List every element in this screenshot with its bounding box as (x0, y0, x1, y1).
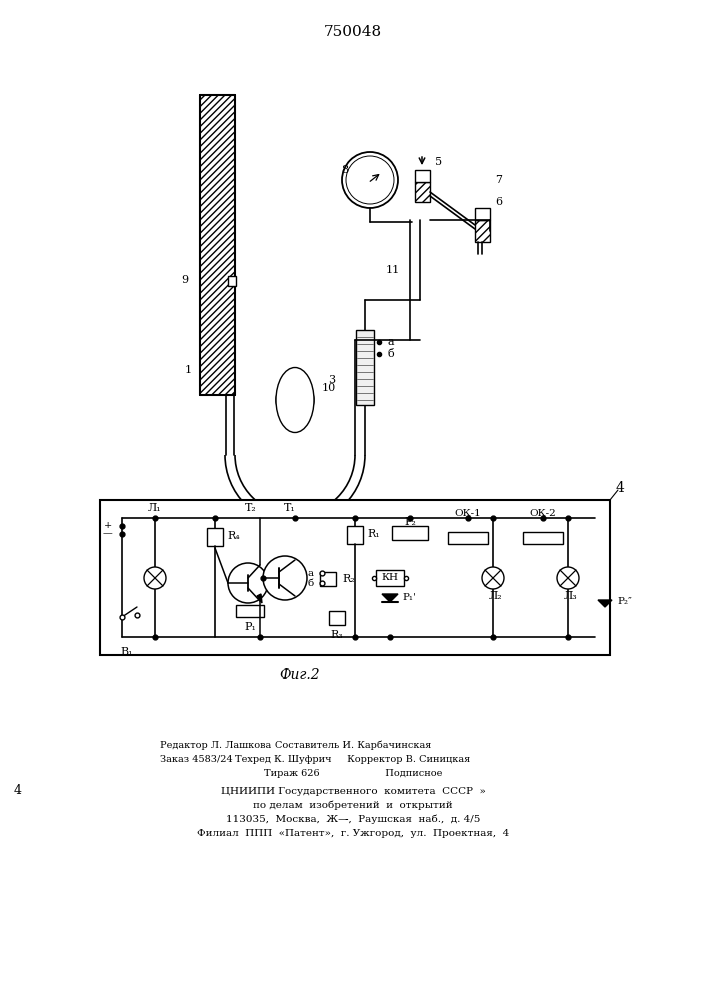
Text: +: + (104, 522, 112, 530)
Text: Составитель И. Карбачинская: Составитель И. Карбачинская (275, 740, 431, 750)
Circle shape (346, 156, 394, 204)
Text: —: — (103, 530, 112, 538)
Text: R₄: R₄ (227, 531, 240, 541)
Text: 1: 1 (185, 365, 192, 375)
Text: 11: 11 (386, 265, 400, 275)
Text: Тираж 626                     Подписное: Тираж 626 Подписное (264, 768, 442, 778)
Bar (320, 572, 336, 586)
Text: Фиг.2: Фиг.2 (280, 668, 320, 682)
Polygon shape (598, 600, 612, 607)
Text: Заказ 4583/24: Заказ 4583/24 (160, 754, 233, 764)
Circle shape (482, 567, 504, 589)
Bar (347, 526, 363, 544)
Text: 6: 6 (495, 197, 502, 207)
Text: 113035,  Москва,  Ж—̵,  Раушская  наб.,  д. 4/5: 113035, Москва, Ж—̵, Раушская наб., д. 4… (226, 814, 480, 824)
Text: 9: 9 (181, 275, 188, 285)
Polygon shape (288, 535, 302, 545)
Text: КН: КН (382, 572, 399, 582)
Text: по делам  изобретений  и  открытий: по делам изобретений и открытий (253, 800, 452, 810)
Bar (207, 528, 223, 546)
Bar (228, 276, 236, 286)
Text: ОК-1: ОК-1 (455, 510, 481, 518)
Text: 4: 4 (14, 784, 22, 796)
Bar (448, 532, 488, 544)
Ellipse shape (276, 367, 314, 432)
Bar (523, 532, 563, 544)
Polygon shape (257, 594, 262, 603)
Bar (392, 526, 428, 540)
Bar (475, 208, 490, 220)
Bar (100, 500, 610, 655)
Bar (376, 570, 404, 586)
Text: Л₂: Л₂ (489, 591, 503, 601)
Bar (356, 330, 374, 405)
Text: ЦНИИПИ Государственного  комитета  СССР  »: ЦНИИПИ Государственного комитета СССР » (221, 786, 486, 796)
Text: В₁: В₁ (121, 647, 133, 657)
Text: P₁': P₁' (402, 593, 416, 602)
Bar (200, 95, 235, 395)
Text: P₂: P₂ (404, 517, 416, 527)
Text: а: а (308, 568, 314, 578)
Text: б: б (308, 578, 314, 587)
Text: Филиал  ППП  «Патент»,  г. Ужгород,  ул.  Проектная,  4: Филиал ППП «Патент», г. Ужгород, ул. Про… (197, 828, 509, 838)
Bar (415, 182, 430, 202)
Text: 8: 8 (341, 165, 348, 175)
Text: 4: 4 (616, 481, 624, 495)
Text: Редактор Л. Лашкова: Редактор Л. Лашкова (160, 740, 271, 750)
Text: 3: 3 (328, 375, 335, 385)
Text: ОК-2: ОК-2 (530, 510, 556, 518)
Text: R₁: R₁ (367, 529, 380, 539)
Text: P₂″: P₂″ (617, 597, 632, 606)
Text: Техред К. Шуфрич     Корректор В. Синицкая: Техред К. Шуфрич Корректор В. Синицкая (235, 754, 471, 764)
Text: б: б (388, 349, 395, 359)
Circle shape (263, 556, 307, 600)
Bar (236, 605, 264, 617)
Text: 750048: 750048 (324, 25, 382, 39)
Text: а: а (388, 337, 395, 347)
Text: Л₁: Л₁ (148, 503, 162, 513)
Text: Л₃: Л₃ (564, 591, 578, 601)
Bar (475, 220, 490, 242)
Circle shape (276, 381, 314, 419)
Text: T₂: T₂ (245, 503, 257, 513)
Text: P₁: P₁ (244, 622, 256, 632)
Bar (415, 170, 430, 182)
Text: R₂: R₂ (342, 574, 355, 584)
Text: 2: 2 (305, 533, 312, 543)
Circle shape (342, 152, 398, 208)
Circle shape (144, 567, 166, 589)
Text: 5: 5 (435, 157, 442, 167)
Polygon shape (382, 594, 398, 602)
Text: R₃: R₃ (331, 630, 344, 640)
Text: 7: 7 (495, 175, 502, 185)
Circle shape (557, 567, 579, 589)
Text: Фиг.1: Фиг.1 (290, 505, 330, 519)
Text: 10: 10 (322, 383, 337, 393)
Text: T₁: T₁ (284, 503, 296, 513)
Bar (329, 611, 345, 625)
Circle shape (228, 563, 268, 603)
